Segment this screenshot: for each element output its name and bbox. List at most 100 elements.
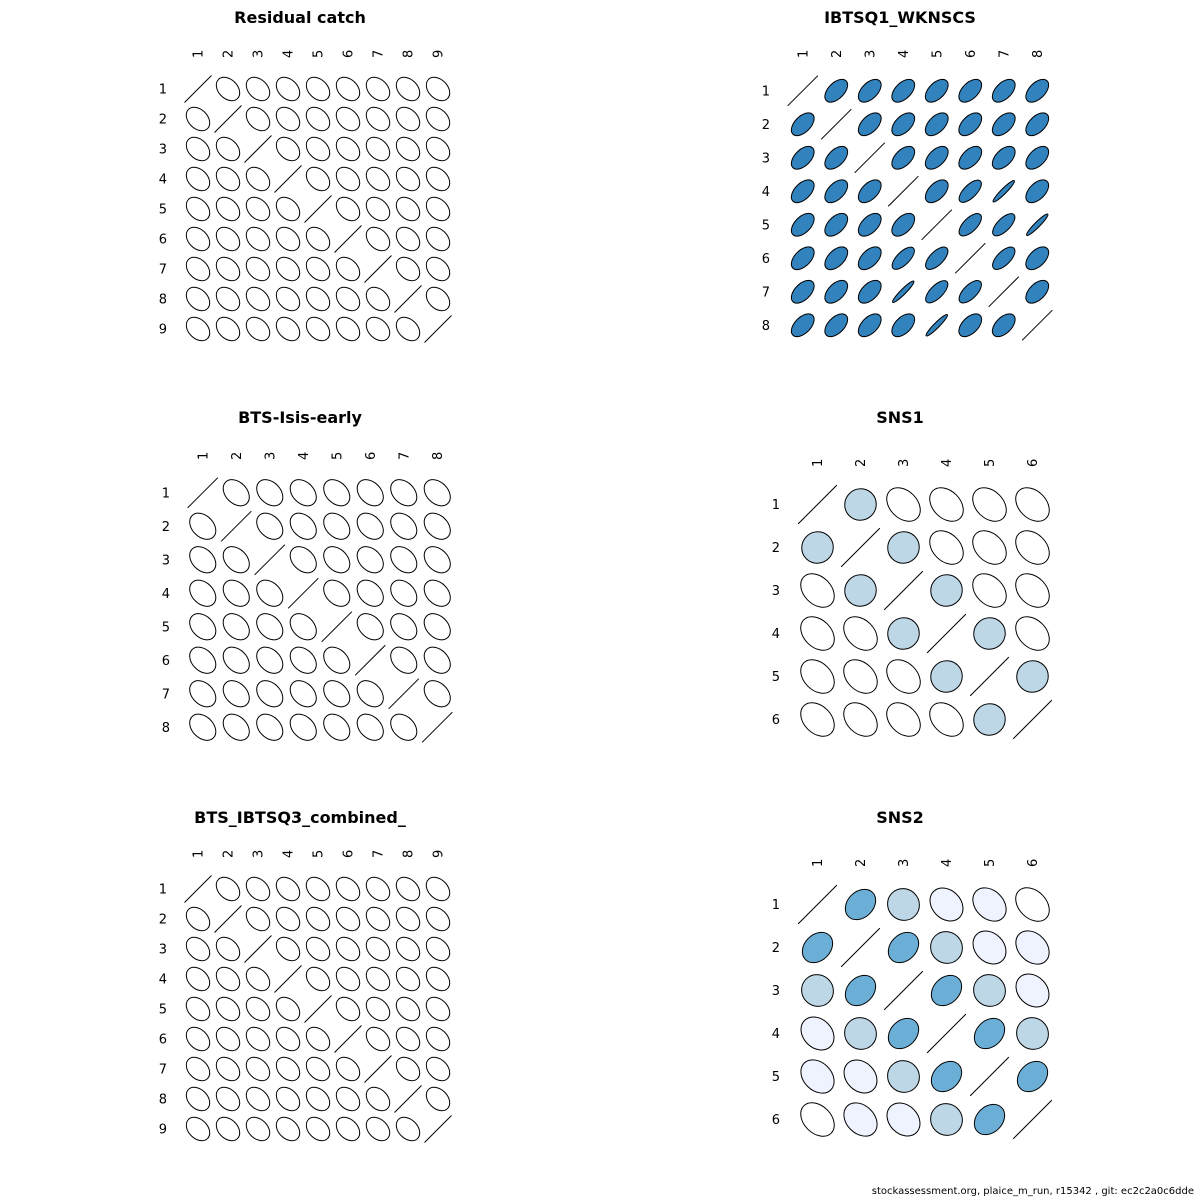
correlation-ellipse (275, 936, 301, 962)
diagonal-cell (214, 905, 242, 933)
row-tick-label: 4 (762, 185, 770, 200)
correlation-ellipse (356, 479, 384, 507)
column-tick-label: 7 (997, 50, 1012, 58)
correlation-ellipse (1015, 487, 1050, 522)
correlation-ellipse (958, 179, 982, 203)
correlation-ellipse (824, 313, 849, 338)
correlation-ellipse (335, 966, 361, 992)
row-tick-label: 4 (162, 587, 170, 602)
column-tick-label: 3 (863, 50, 878, 58)
row-tick-label: 5 (762, 218, 770, 233)
row-tick-label: 3 (159, 943, 167, 958)
correlation-ellipse (289, 613, 317, 641)
correlation-ellipse (425, 876, 451, 902)
correlation-ellipse (992, 213, 1016, 237)
correlation-ellipse (305, 1116, 331, 1142)
correlation-ellipse (185, 1116, 211, 1142)
correlation-ellipse (275, 226, 301, 252)
correlation-ellipse (365, 1116, 391, 1142)
correlation-ellipse (395, 256, 421, 282)
column-tick-label: 6 (342, 50, 357, 58)
column-tick-label: 7 (397, 452, 412, 460)
correlation-ellipse (215, 966, 241, 992)
correlation-ellipse (423, 512, 451, 540)
correlation-ellipse (335, 106, 361, 132)
panel-title: IBTSQ1_WKNSCS (824, 8, 976, 27)
correlation-ellipse (189, 680, 217, 708)
correlation-ellipse (275, 996, 301, 1022)
correlation-ellipse (395, 1056, 421, 1082)
row-tick-label: 9 (159, 1123, 167, 1138)
correlation-ellipse (305, 1056, 331, 1082)
correlation-ellipse (857, 313, 882, 338)
correlation-ellipse (857, 212, 882, 237)
column-tick-label: 4 (282, 850, 297, 858)
correlation-ellipse (356, 546, 384, 574)
correlation-ellipse (425, 106, 451, 132)
correlation-ellipse (844, 1017, 877, 1050)
correlation-ellipse (356, 680, 384, 708)
row-tick-label: 2 (159, 113, 167, 128)
correlation-ellipse (275, 1026, 301, 1052)
correlation-ellipse (289, 479, 317, 507)
diagonal-cell (184, 75, 212, 103)
correlation-ellipse (790, 212, 815, 237)
correlation-ellipse (973, 617, 1006, 650)
correlation-ellipse (289, 646, 317, 674)
correlation-ellipse (256, 680, 284, 708)
correlation-ellipse (972, 887, 1007, 922)
diagonal-cell (254, 544, 286, 576)
correlation-ellipse (800, 702, 835, 737)
correlation-ellipse (425, 196, 451, 222)
correlation-ellipse (425, 1056, 451, 1082)
correlation-ellipse (245, 196, 271, 222)
correlation-ellipse (790, 112, 815, 137)
correlation-ellipse (991, 78, 1016, 103)
column-tick-label: 2 (830, 50, 845, 58)
correlation-ellipse (843, 616, 878, 651)
column-tick-label: 1 (796, 50, 811, 58)
correlation-ellipse (256, 613, 284, 641)
correlation-ellipse (824, 246, 849, 271)
correlation-panel: BTS_IBTSQ3_combined_ 1 2 3 4 5 6 7 8 9 1 2 3 4 5 6 7 8 9 (159, 808, 452, 1143)
correlation-ellipse (857, 179, 882, 204)
correlation-ellipse (365, 106, 391, 132)
correlation-ellipse (425, 166, 451, 192)
correlation-ellipse (425, 906, 451, 932)
row-tick-label: 8 (159, 293, 167, 308)
row-tick-label: 6 (159, 233, 167, 248)
correlation-ellipse (365, 1026, 391, 1052)
correlation-ellipse (335, 286, 361, 312)
correlation-ellipse (925, 246, 949, 270)
correlation-ellipse (245, 906, 271, 932)
column-tick-label: 4 (297, 452, 312, 460)
correlation-ellipse (215, 1026, 241, 1052)
diagonal-cell (274, 965, 302, 993)
correlation-ellipse (887, 931, 920, 964)
correlation-ellipse (305, 936, 331, 962)
diagonal-cell (354, 644, 386, 676)
correlation-ellipse (305, 226, 331, 252)
correlation-ellipse (992, 246, 1016, 270)
correlation-ellipse (215, 936, 241, 962)
correlation-ellipse (185, 196, 211, 222)
correlation-ellipse (972, 530, 1007, 565)
correlation-ellipse (425, 286, 451, 312)
correlation-ellipse (215, 1056, 241, 1082)
column-tick-label: 5 (983, 859, 998, 867)
correlation-ellipse (185, 1026, 211, 1052)
correlation-ellipse (185, 1086, 211, 1112)
correlation-ellipse (395, 1116, 421, 1142)
correlation-ellipse (245, 996, 271, 1022)
correlation-ellipse (275, 316, 301, 342)
diagonal-cell (214, 105, 242, 133)
correlation-ellipse (275, 256, 301, 282)
correlation-ellipse (1016, 1017, 1049, 1050)
correlation-ellipse (215, 876, 241, 902)
correlation-ellipse (323, 512, 351, 540)
diagonal-cell (1021, 309, 1053, 341)
row-tick-label: 3 (159, 143, 167, 158)
diagonal-cell (334, 1025, 362, 1053)
correlation-ellipse (423, 646, 451, 674)
diagonal-cell (840, 927, 881, 968)
